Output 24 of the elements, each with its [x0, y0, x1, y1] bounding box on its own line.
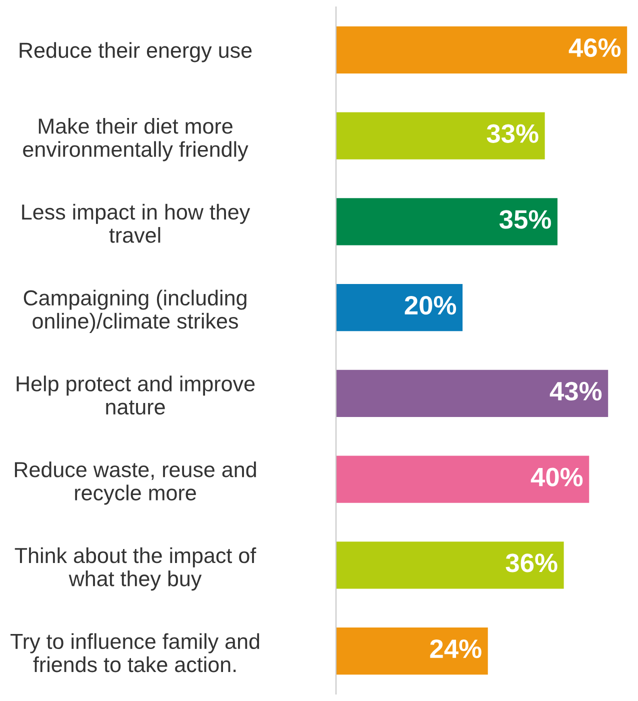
- y-tick-label: Think about the impact of what they buy: [14, 547, 256, 591]
- y-tick-label: Campaigning (including online)/climate strikes: [24, 290, 246, 333]
- data-label: 33%: [486, 124, 538, 143]
- bar: [336, 284, 463, 332]
- data-label: 36%: [506, 554, 558, 572]
- bar: [336, 198, 558, 246]
- data-label: 35%: [499, 210, 551, 229]
- y-tick-label: Reduce their energy use: [20, 42, 252, 62]
- y-tick-label: Make their diet more environmentally friendly: [23, 118, 248, 162]
- y-tick-label: Reduce waste, reuse and recycle more: [14, 461, 256, 505]
- y-tick-label: Try to influence family and friends to take action.: [10, 633, 260, 672]
- bar: [336, 26, 628, 74]
- data-label: 24%: [430, 639, 482, 658]
- y-tick-label: Help protect and improve nature: [16, 376, 255, 415]
- bar: [336, 542, 564, 589]
- bar: [336, 627, 488, 675]
- data-label: 40%: [530, 468, 583, 486]
- bar: [336, 456, 590, 503]
- data-label: 46%: [568, 38, 621, 58]
- data-label: 20%: [404, 296, 456, 315]
- bar: [336, 112, 545, 160]
- bar: [336, 370, 608, 418]
- data-label: 43%: [550, 382, 602, 401]
- y-tick-label: Less impact in how they travel: [22, 204, 250, 243]
